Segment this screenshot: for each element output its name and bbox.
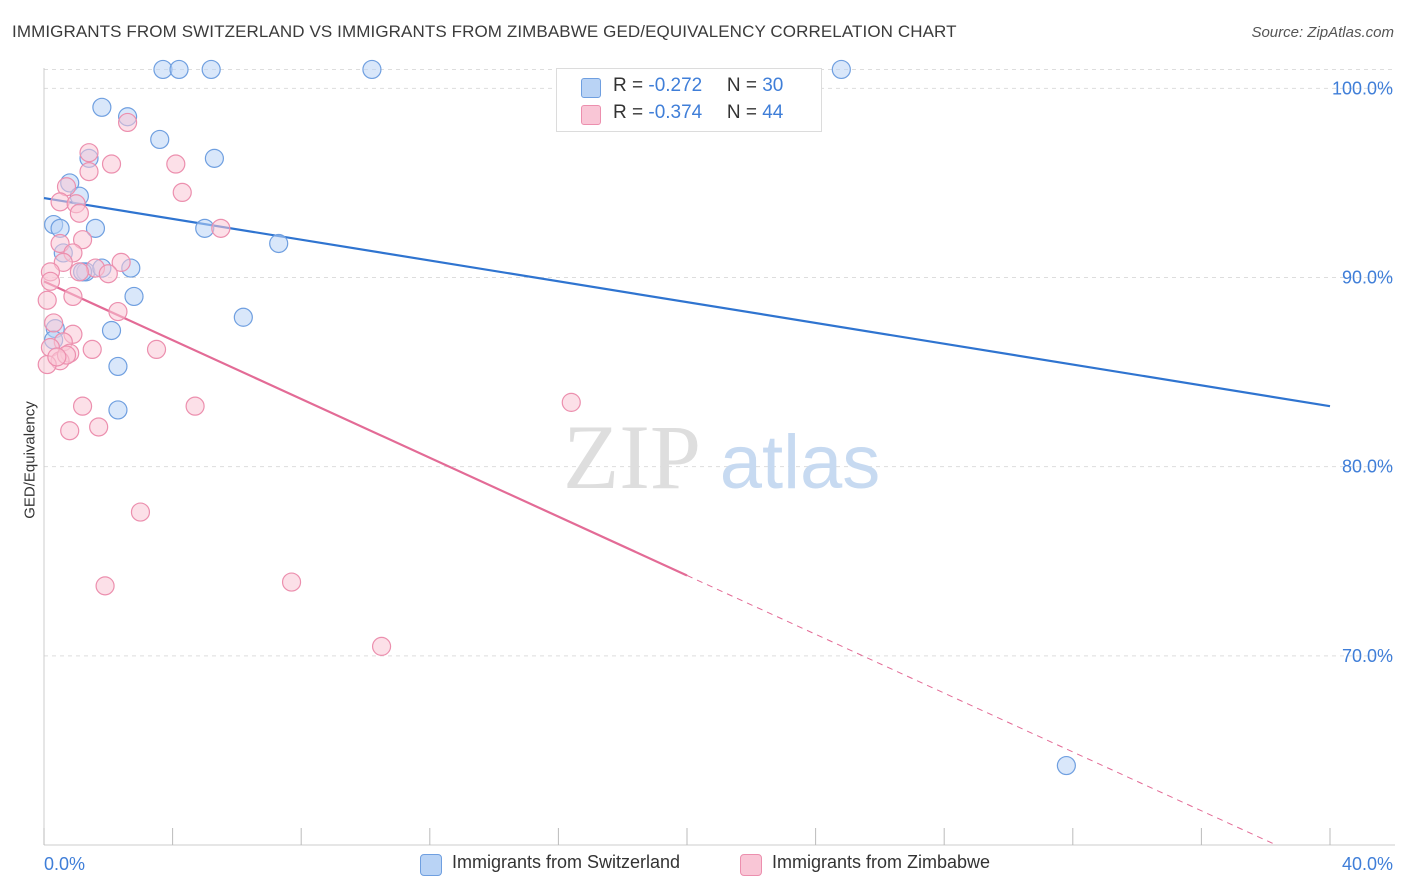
zimbabwe-point <box>130 502 151 522</box>
source-label: Source: ZipAtlas.com <box>1251 24 1394 41</box>
zimbabwe-point <box>40 271 61 291</box>
zimbabwe-point <box>108 301 128 322</box>
switzerland-point <box>195 218 215 238</box>
switzerland-point <box>92 97 112 117</box>
legend-n-value-switzerland: 30 <box>762 75 784 96</box>
switzerland-point <box>169 59 189 80</box>
switzerland-point <box>124 286 144 307</box>
y-tick-label: 70.0% <box>1342 646 1393 666</box>
y-tick-label: 80.0% <box>1342 457 1393 477</box>
switzerland-point <box>108 400 128 420</box>
legend-r-value-zimbabwe: -0.374 <box>648 102 703 123</box>
switzerland-point <box>1056 755 1076 776</box>
zimbabwe-point <box>111 252 131 272</box>
zimbabwe-point <box>95 576 115 596</box>
switzerland-point <box>101 320 122 341</box>
bottom-legend-label-switzerland: Immigrants from Switzerland <box>452 852 681 872</box>
zimbabwe-point <box>82 339 102 360</box>
y-axis-label: GED/Equivalency <box>21 401 39 519</box>
legend-r-label: R = <box>613 75 649 96</box>
zimbabwe-point <box>63 286 83 307</box>
bottom-legend-swatch-pink <box>740 854 762 876</box>
legend-n-value-zimbabwe: 44 <box>762 102 784 123</box>
switzerland-point <box>108 356 128 377</box>
stats-legend: R = -0.272 N = 30 R = -0.374 N = 44 <box>556 68 822 132</box>
zimbabwe-point <box>117 112 138 133</box>
zimbabwe-point <box>72 230 93 250</box>
switzerland-point <box>150 129 170 150</box>
switzerland-point <box>362 59 382 80</box>
data-points <box>37 59 1076 776</box>
zimbabwe-point <box>47 347 67 367</box>
zimbabwe-point <box>69 203 89 223</box>
legend-r-value-switzerland: -0.272 <box>648 75 703 96</box>
switzerland-point <box>204 148 224 168</box>
zimbabwe-point <box>69 262 89 282</box>
zimbabwe-point <box>172 182 192 203</box>
bottom-legend-label-zimbabwe: Immigrants from Zimbabwe <box>772 852 991 872</box>
switzerland-point <box>153 59 173 80</box>
switzerland-point <box>85 218 106 238</box>
zimbabwe-point <box>44 313 64 333</box>
zimbabwe-point <box>60 421 80 441</box>
zimbabwe-point <box>50 233 70 254</box>
x-tick-label: 40.0% <box>1342 854 1393 874</box>
zimbabwe-point <box>72 396 93 416</box>
zimbabwe-point <box>281 572 302 592</box>
zimbabwe-point <box>50 192 70 212</box>
x-tick-label: 0.0% <box>44 854 85 874</box>
zimbabwe-point <box>211 218 231 238</box>
zimbabwe-trend-line-dashed <box>686 574 1277 846</box>
zimbabwe-point <box>98 264 118 284</box>
trend-lines <box>43 196 1331 846</box>
legend-swatch-pink <box>581 105 601 125</box>
zimbabwe-point <box>146 339 167 360</box>
legend-n-label: N = <box>726 102 763 123</box>
y-tick-label: 90.0% <box>1342 268 1393 288</box>
zimbabwe-point <box>79 162 99 182</box>
zimbabwe-point <box>89 417 109 437</box>
zimbabwe-point <box>371 636 392 656</box>
bottom-legend-swatch-blue <box>420 854 442 876</box>
tick-labels: 70.0% 80.0% 90.0% 100.0% 0.0% 40.0% <box>44 78 1393 874</box>
legend-swatch-blue <box>581 78 601 98</box>
zimbabwe-point <box>166 154 186 174</box>
y-tick-label: 100.0% <box>1332 78 1393 98</box>
legend-n-label: N = <box>726 75 763 96</box>
switzerland-point <box>201 59 221 80</box>
zimbabwe-point <box>185 396 205 416</box>
gridlines <box>44 68 1395 657</box>
watermark-atlas: atlas <box>720 420 881 505</box>
zimbabwe-point <box>101 154 122 174</box>
zimbabwe-point <box>37 290 57 310</box>
axes <box>43 68 1395 846</box>
watermark-zip: ZIP <box>563 406 701 508</box>
switzerland-point <box>831 59 851 80</box>
zimbabwe-point <box>561 392 581 412</box>
legend-r-label: R = <box>613 102 649 123</box>
zimbabwe-point <box>79 143 99 163</box>
switzerland-point <box>269 233 289 254</box>
zimbabwe-trend-line <box>43 280 688 577</box>
switzerland-trend-line <box>43 196 1331 408</box>
chart-title: IMMIGRANTS FROM SWITZERLAND VS IMMIGRANT… <box>12 22 957 41</box>
zimbabwe-point <box>53 252 73 272</box>
switzerland-point <box>233 307 253 327</box>
